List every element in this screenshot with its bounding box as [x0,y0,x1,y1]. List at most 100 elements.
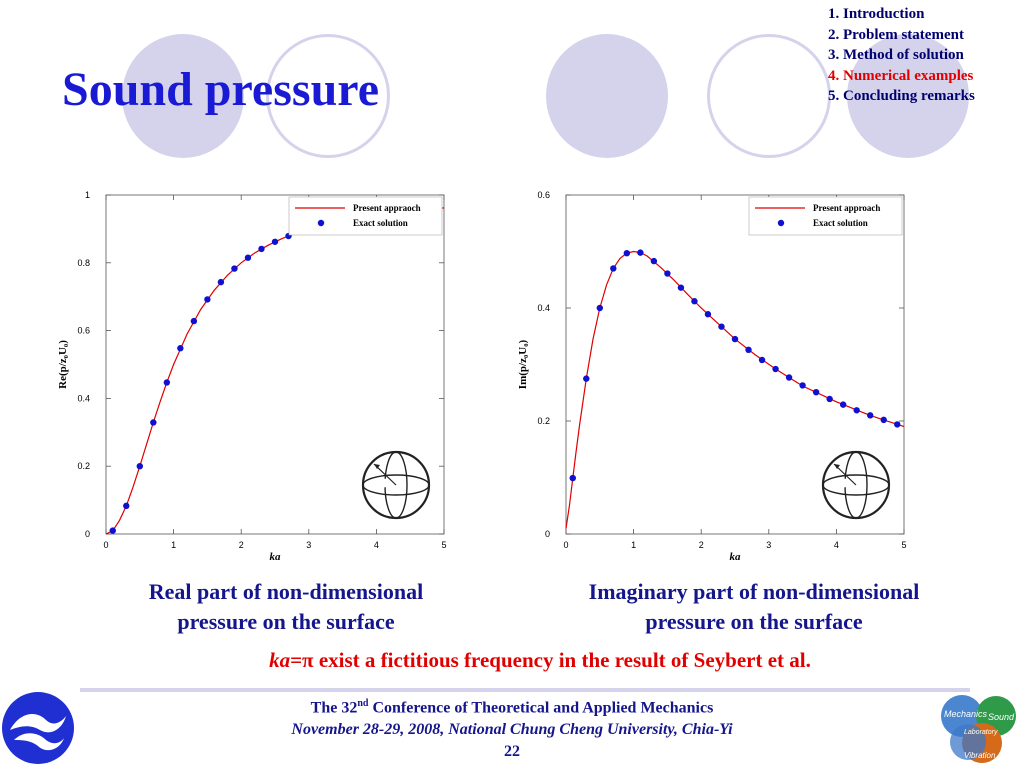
note-prefix: ka [269,648,291,672]
data-point [731,335,739,343]
x-tick-label: 2 [699,540,704,550]
legend-marker-swatch [777,219,785,227]
data-point [150,419,157,426]
toc-item[interactable]: 5. Concluding remarks [828,88,975,104]
x-tick-label: 5 [901,540,906,550]
data-point [758,356,766,364]
deco-circle [847,34,969,158]
footer-text: Conference of Theoretical and Applied Me… [368,699,714,717]
footer-date-line: November 28-29, 2008, National Chung Che… [291,721,733,739]
footer-text: The 32 [310,699,358,717]
legend-marker-swatch [317,219,325,227]
legend-label: Exact solution [353,218,408,228]
data-point [610,265,617,272]
x-tick-label: 3 [306,540,311,550]
data-point [826,395,833,403]
footer: The 32nd Conference of Theoretical and A… [0,693,1024,763]
y-tick-label: 0 [85,529,90,539]
deco-circle [266,34,390,158]
data-point [231,265,238,272]
y-tick-label: 0.4 [537,303,550,313]
y-axis-label: Re(p/z₀U₀) [57,340,69,389]
data-point [123,502,130,510]
data-point [894,421,901,428]
data-point [637,249,644,256]
data-point [880,416,887,424]
data-point [583,375,590,382]
y-tick-label: 0.6 [537,190,550,200]
x-tick-label: 0 [103,540,108,550]
footer-conference-line: The 32nd Conference of Theoretical and A… [0,693,1024,719]
x-tick-label: 4 [834,540,839,550]
slide-title: Sound pressure [62,63,380,116]
data-point [677,284,685,291]
x-tick-label: 1 [631,540,636,550]
plot-frame [565,194,905,535]
y-tick-label: 0.8 [77,258,90,268]
data-point [109,527,116,534]
toc-item-active[interactable]: 4. Numerical examples [828,67,974,84]
data-point [691,298,698,305]
lab-logo: Mechanics Sound Laboratory Vibration [941,695,1016,763]
lab-logo-word: Mechanics [944,709,988,719]
arrow-head [374,464,380,469]
data-point [718,323,725,330]
toc-item[interactable]: 1. Introduction [828,6,925,22]
data-point [244,254,252,261]
note-text: =π exist a fictitious frequency in the r… [290,648,811,672]
y-tick-label: 0.2 [537,416,550,426]
sphere-equator [362,474,430,496]
x-axis-label: ka [270,551,282,563]
lab-logo-word: Sound [988,712,1015,722]
y-axis-label: Im(p/z₀U₀) [517,339,529,389]
data-point [853,407,860,414]
fictitious-frequency-note: ka=π exist a fictitious frequency in the… [0,648,1024,673]
x-tick-label: 1 [171,540,176,550]
table-of-contents: 1. Introduction 2. Problem statement 3. … [828,4,975,107]
data-point [190,317,198,325]
data-point [704,311,712,318]
y-tick-label: 0.2 [77,461,90,471]
data-point [163,379,171,386]
x-tick-label: 5 [441,540,446,550]
data-point [217,278,225,286]
x-tick-label: 2 [239,540,244,550]
toc-item[interactable]: 3. Method of solution [828,47,964,63]
deco-circle [122,34,244,158]
footer-divider [80,688,970,692]
data-point [569,474,576,482]
data-point [772,365,779,373]
legend-label: Present appraoch [353,203,421,213]
data-point [799,382,806,389]
arrow-head [834,464,840,469]
legend-label: Present approach [813,203,880,213]
data-point [596,304,603,312]
lab-logo-word: Laboratory [964,729,998,736]
data-point [839,401,847,408]
x-tick-label: 4 [374,540,379,550]
radius-label-bg [839,478,849,488]
chart-caption-imaginary: Imaginary part of non-dimensional pressu… [588,579,920,634]
page-number: 22 [504,743,520,761]
data-point [867,412,874,419]
toc-item[interactable]: 2. Problem statement [828,26,964,43]
data-point [136,463,143,470]
sphere-illustration [821,450,891,520]
lab-logo-word: Vibration [964,751,996,760]
y-tick-label: 0.4 [77,393,90,403]
imaginary-part-chart: 0 1 2 3 4 5 0 0.2 0.4 0.6 ka Im(p/z₀U₀) Present appr… [517,190,907,563]
footer-sup: nd [357,698,369,709]
legend-box [748,196,903,236]
data-point [745,346,752,354]
x-axis-label: ka [730,551,742,563]
data-point [812,388,820,396]
deco-circle [707,34,831,158]
x-tick-label: 3 [766,540,771,550]
data-point [785,374,793,381]
data-point [623,249,631,257]
y-tick-label: 0.6 [77,326,90,336]
legend-box [288,196,443,236]
conference-logo [2,692,74,764]
legend-label: Exact solution [813,218,868,228]
x-tick-label: 0 [563,540,568,550]
